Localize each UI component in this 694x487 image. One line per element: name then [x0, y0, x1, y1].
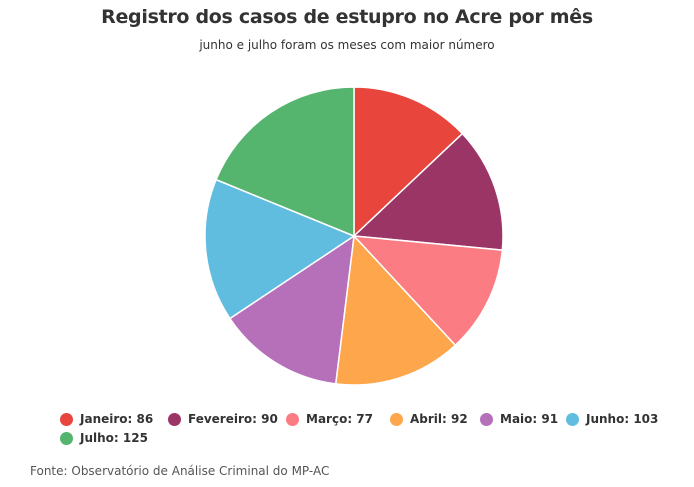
legend-swatch: [566, 413, 579, 426]
source-note: Fonte: Observatório de Análise Criminal …: [30, 464, 330, 478]
legend-label: Maio: 91: [500, 412, 559, 426]
legend-label: Janeiro: 86: [80, 412, 154, 426]
legend-swatch: [60, 413, 73, 426]
legend-swatch: [286, 413, 299, 426]
legend-label: Abril: 92: [410, 412, 468, 426]
legend-label: Março: 77: [306, 412, 373, 426]
legend-swatch: [168, 413, 181, 426]
pie-slice-junho[interactable]: [204, 178, 355, 320]
legend-swatch: [390, 413, 403, 426]
legend-swatch: [60, 432, 73, 445]
legend-swatch: [480, 413, 493, 426]
chart-subtitle: junho e julho foram os meses com maior n…: [199, 38, 495, 52]
pie-slice-janeiro[interactable]: [353, 86, 464, 237]
legend-label: Junho: 103: [586, 412, 659, 426]
pie-slice-abril[interactable]: [334, 235, 457, 386]
chart-title: Registro dos casos de estupro no Acre po…: [101, 6, 593, 28]
pie-slice-maio[interactable]: [229, 235, 355, 385]
pie-slice-marco[interactable]: [353, 235, 504, 347]
legend-label: Julho: 125: [80, 431, 148, 445]
pie-slice-julho[interactable]: [215, 86, 355, 237]
legend-label: Fevereiro: 90: [188, 412, 278, 426]
pie-slice-fevereiro[interactable]: [353, 132, 504, 251]
pie-chart: [204, 86, 504, 386]
